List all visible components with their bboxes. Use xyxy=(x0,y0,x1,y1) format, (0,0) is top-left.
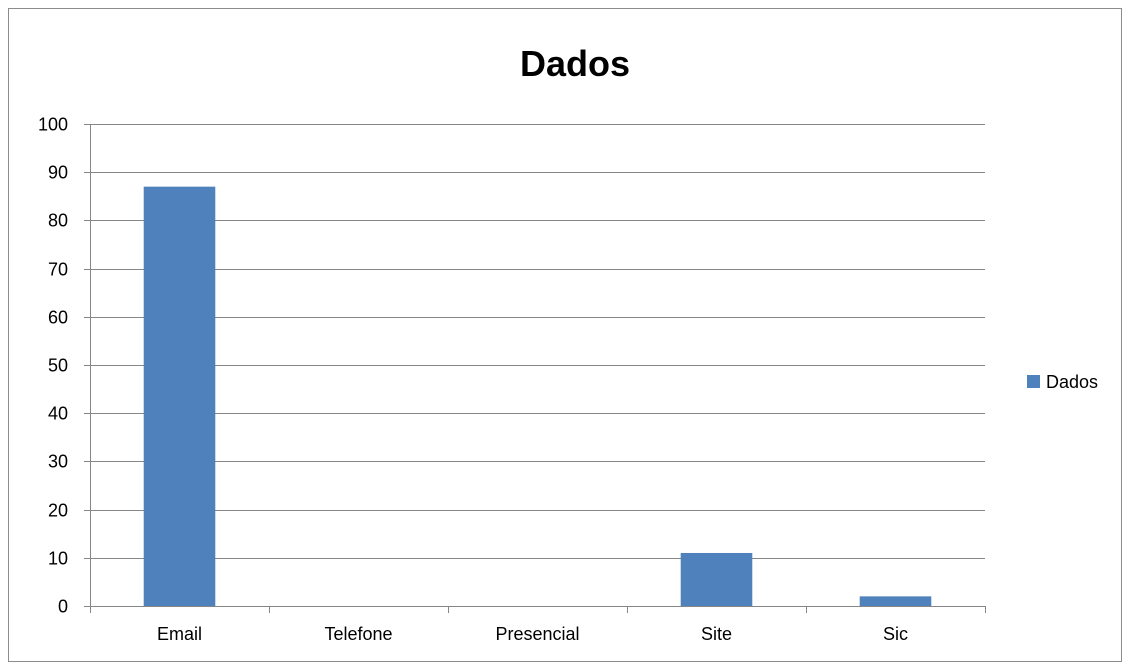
chart-title: Dados xyxy=(520,43,630,84)
y-tick-label: 0 xyxy=(58,597,68,617)
gridlines xyxy=(90,124,985,559)
bars xyxy=(143,186,932,606)
y-tick-label: 90 xyxy=(48,163,68,183)
y-tick-label: 20 xyxy=(48,501,68,521)
x-tick-label: Site xyxy=(701,624,732,644)
bar-sic xyxy=(859,596,932,606)
y-tick-label: 80 xyxy=(48,211,68,231)
y-tick-label: 70 xyxy=(48,260,68,280)
bar-site xyxy=(680,552,753,606)
legend-swatch xyxy=(1027,375,1040,388)
y-tick-label: 100 xyxy=(38,115,68,135)
y-tick-label: 60 xyxy=(48,308,68,328)
y-tick-label: 50 xyxy=(48,356,68,376)
y-tick-labels: 0 10 20 30 40 50 60 70 80 90 100 xyxy=(38,115,68,617)
x-tick-label: Email xyxy=(157,624,202,644)
x-tick-label: Presencial xyxy=(495,624,579,644)
x-tick-label: Sic xyxy=(883,624,908,644)
bar-email xyxy=(143,186,216,606)
legend-label: Dados xyxy=(1046,372,1098,392)
axes xyxy=(84,124,986,613)
x-tick-label: Telefone xyxy=(324,624,392,644)
y-tick-label: 10 xyxy=(48,549,68,569)
legend: Dados xyxy=(1027,372,1098,392)
y-tick-label: 40 xyxy=(48,404,68,424)
x-tick-labels: Email Telefone Presencial Site Sic xyxy=(157,624,908,644)
y-tick-label: 30 xyxy=(48,452,68,472)
